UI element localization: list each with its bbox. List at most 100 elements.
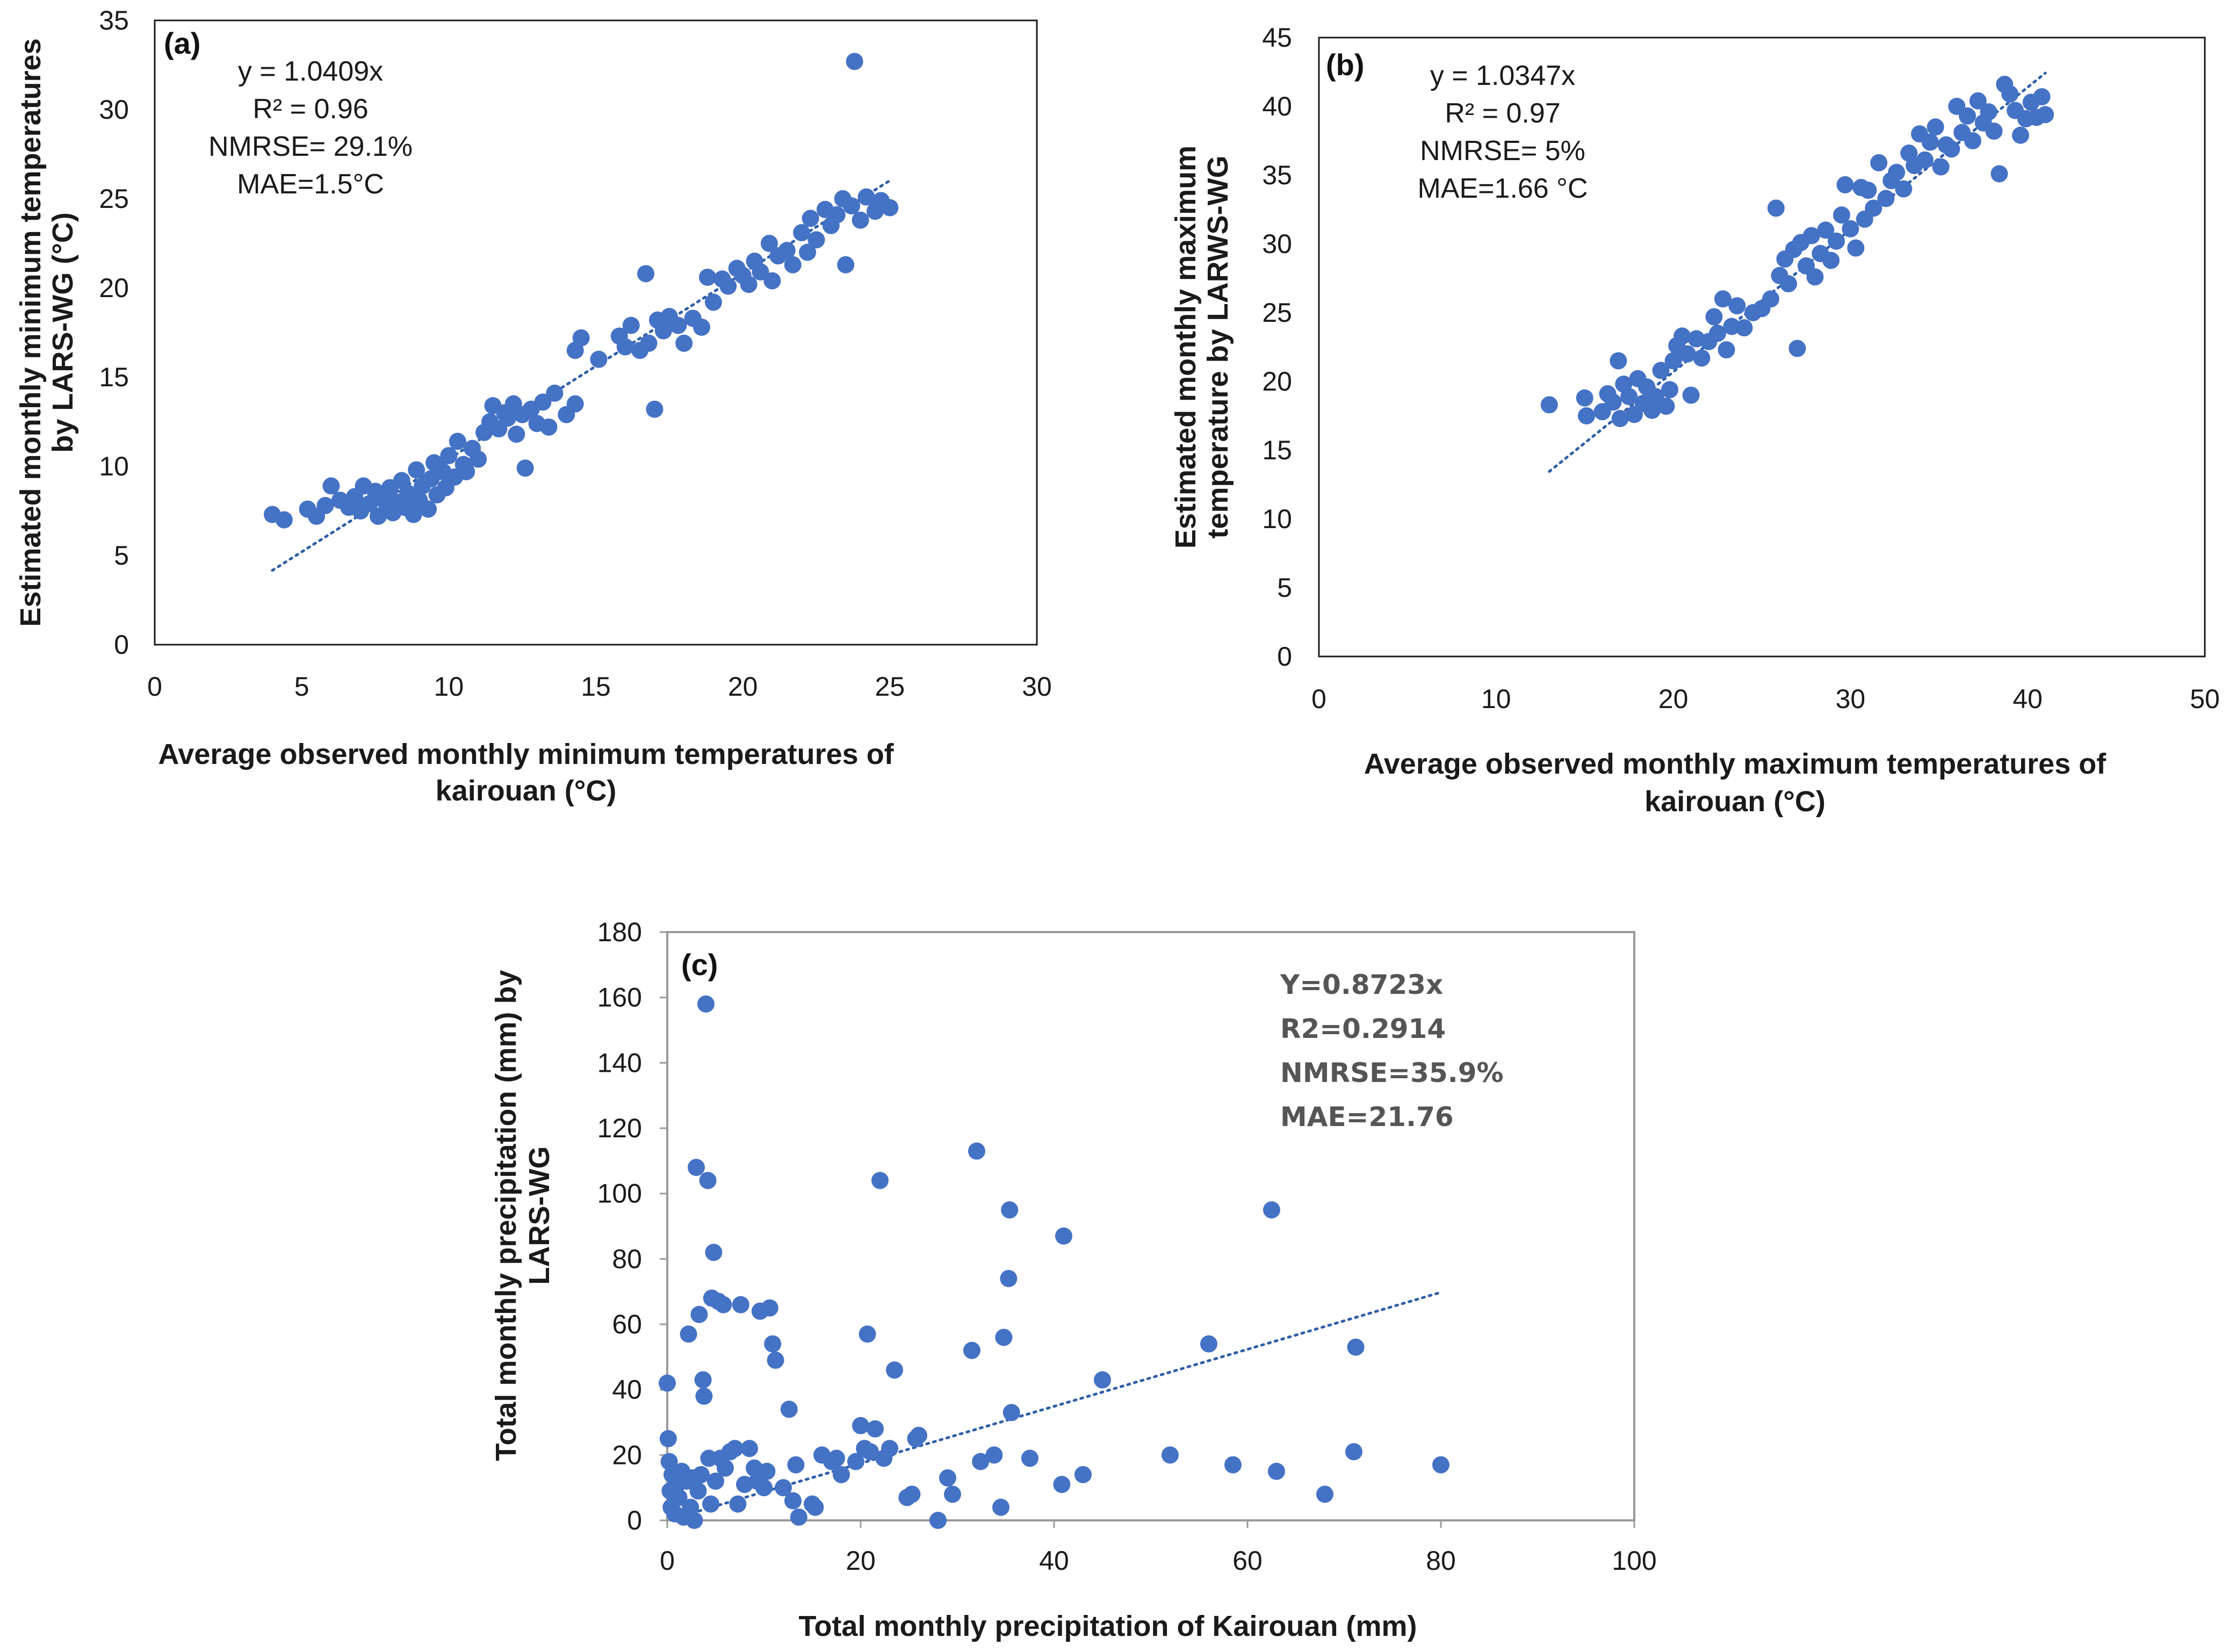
data-point bbox=[1224, 1456, 1242, 1474]
data-point bbox=[1693, 349, 1711, 367]
x-axis-title: Total monthly precipitation of Kairouan … bbox=[798, 1610, 1417, 1642]
y-tick-label: 35 bbox=[1262, 160, 1292, 190]
y-tick-label: 30 bbox=[1262, 229, 1292, 259]
data-point bbox=[755, 1479, 773, 1497]
data-point bbox=[546, 384, 564, 402]
data-point bbox=[1762, 290, 1779, 308]
data-point bbox=[1000, 1269, 1018, 1287]
data-point bbox=[719, 277, 737, 295]
data-point bbox=[675, 334, 693, 352]
data-point bbox=[1268, 1462, 1285, 1480]
data-point bbox=[852, 211, 869, 229]
regression-annotation: y = 1.0347x bbox=[1430, 60, 1575, 91]
data-point bbox=[1610, 352, 1627, 370]
x-axis-title: kairouan (°C) bbox=[1644, 785, 1826, 818]
data-point bbox=[420, 500, 437, 518]
data-point bbox=[516, 459, 534, 477]
data-point bbox=[726, 1440, 744, 1458]
data-point bbox=[881, 199, 899, 217]
x-tick-label: 25 bbox=[875, 672, 905, 702]
data-point bbox=[705, 1244, 723, 1261]
data-point bbox=[787, 1456, 805, 1474]
data-point bbox=[763, 272, 781, 290]
chart-panel-b: 0 5 10 15 20 25 30 35 40 45 0 10 20 30 40 50 Average obs… bbox=[1170, 23, 2220, 818]
data-point bbox=[622, 316, 640, 334]
data-point bbox=[802, 210, 819, 227]
y-tick-label: 15 bbox=[99, 362, 129, 392]
data-point bbox=[944, 1485, 961, 1503]
data-point bbox=[1718, 341, 1735, 359]
data-point bbox=[669, 316, 687, 334]
data-point bbox=[1347, 1338, 1365, 1356]
data-point bbox=[1870, 154, 1888, 171]
data-point bbox=[784, 256, 802, 273]
x-axis-title: kairouan (°C) bbox=[436, 775, 617, 807]
y-axis-title: temperature by LARWS-WG bbox=[1202, 155, 1234, 538]
y-tick-label: 25 bbox=[1262, 298, 1292, 328]
data-point bbox=[847, 1453, 864, 1470]
y-tick-label: 0 bbox=[114, 630, 129, 660]
y-tick-label: 10 bbox=[1262, 504, 1292, 534]
data-point bbox=[784, 1492, 802, 1510]
data-point bbox=[1432, 1456, 1449, 1474]
data-point bbox=[793, 224, 811, 242]
data-point bbox=[1604, 393, 1622, 411]
data-point bbox=[886, 1361, 903, 1379]
data-point bbox=[682, 1498, 699, 1516]
data-point bbox=[1053, 1476, 1071, 1494]
data-point bbox=[1577, 407, 1595, 424]
data-point bbox=[1779, 275, 1797, 293]
x-tick-label: 10 bbox=[434, 672, 464, 702]
data-point bbox=[732, 1296, 749, 1314]
data-point bbox=[1921, 133, 1939, 151]
data-point bbox=[2033, 88, 2051, 106]
data-point bbox=[697, 995, 715, 1013]
regression-annotation: NMRSE= 5% bbox=[1420, 135, 1585, 167]
plot-frame bbox=[154, 19, 1038, 646]
data-point bbox=[1657, 398, 1675, 415]
data-point bbox=[1001, 1201, 1019, 1219]
data-point bbox=[1932, 158, 1950, 176]
regression-annotation: MAE=1.66 °C bbox=[1417, 173, 1588, 204]
data-point bbox=[1735, 319, 1753, 337]
data-point bbox=[692, 1466, 710, 1483]
data-point bbox=[2012, 126, 2030, 144]
data-point bbox=[1714, 290, 1732, 308]
data-point bbox=[1916, 151, 1934, 169]
data-point bbox=[590, 350, 608, 368]
y-axis-title: LARS-WG bbox=[523, 1146, 556, 1285]
data-point bbox=[871, 1172, 889, 1189]
data-point bbox=[1767, 199, 1785, 217]
x-tick-label: 60 bbox=[1232, 1546, 1263, 1576]
data-point bbox=[972, 1453, 990, 1470]
y-tick-label: 0 bbox=[627, 1505, 642, 1535]
data-point bbox=[843, 197, 861, 215]
data-point bbox=[499, 409, 516, 427]
data-point bbox=[1611, 410, 1629, 428]
data-point bbox=[654, 322, 672, 340]
data-point bbox=[322, 477, 340, 495]
data-point bbox=[1959, 107, 1976, 125]
data-point bbox=[1055, 1227, 1072, 1245]
data-point bbox=[2037, 106, 2054, 124]
y-tick-label: 0 bbox=[1277, 641, 1292, 672]
data-point bbox=[1788, 340, 1806, 357]
data-point bbox=[694, 1371, 712, 1389]
data-point bbox=[729, 1495, 747, 1513]
y-tick-label: 120 bbox=[597, 1113, 642, 1143]
data-point bbox=[1828, 232, 1845, 250]
y-tick-label: 160 bbox=[597, 983, 642, 1013]
data-point bbox=[846, 53, 863, 70]
data-point bbox=[1842, 220, 1859, 237]
data-point bbox=[929, 1512, 947, 1529]
data-point bbox=[1822, 251, 1840, 269]
data-point bbox=[637, 265, 655, 283]
y-axis-title: Total monthly precipitation (mm) by bbox=[490, 970, 522, 1461]
regression-annotation: MAE=21.76 bbox=[1280, 1101, 1454, 1132]
data-point bbox=[1964, 132, 1981, 149]
plot-frame bbox=[1318, 37, 2206, 658]
data-point bbox=[702, 1495, 719, 1513]
data-point bbox=[440, 447, 458, 465]
regression-annotation: R² = 0.96 bbox=[253, 93, 368, 125]
data-point bbox=[659, 1374, 676, 1392]
